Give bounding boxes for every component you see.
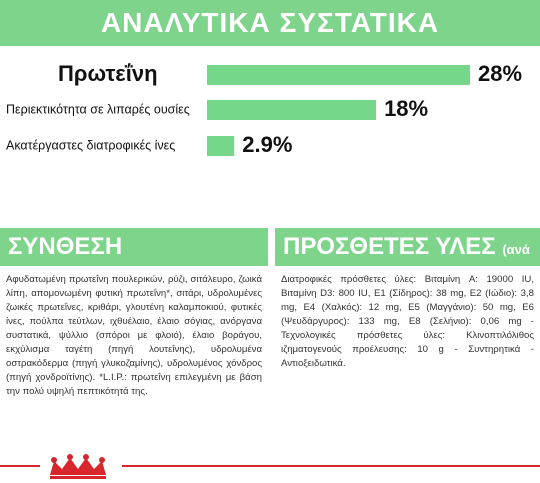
composition-box: ΣΥΝΘΕΣΗ Αφυδατωμένη πρωτεΐνη πουλερικών,… bbox=[0, 228, 268, 454]
bar bbox=[207, 136, 235, 156]
additives-header: ΠΡΟΣΘΕΤΕΣ ΥΛΕΣ (ανά kg) bbox=[275, 228, 540, 298]
additives-box: ΠΡΟΣΘΕΤΕΣ ΥΛΕΣ (ανά kg) Διατροφικές πρόσ… bbox=[275, 228, 540, 454]
value-label: 2.9% bbox=[242, 132, 292, 157]
value-label: 28% bbox=[478, 61, 522, 86]
additives-unit: (ανά kg) bbox=[283, 242, 530, 298]
additives-text: Διατροφικές πρόσθετες ύλες: Βιταμίνη A: … bbox=[281, 274, 534, 369]
value-label: 18% bbox=[384, 96, 428, 121]
additives-title: ΠΡΟΣΘΕΤΕΣ ΥΛΕΣ bbox=[283, 233, 496, 260]
footer bbox=[0, 454, 540, 479]
bar bbox=[207, 100, 377, 120]
composition-title: ΣΥΝΘΕΣΗ bbox=[8, 233, 123, 260]
composition-header: ΣΥΝΘΕΣΗ bbox=[0, 228, 268, 266]
title-band: ΑΝΑΛΥΤΙΚΑ ΣΥΣΤΑΤΙΚΑ bbox=[0, 0, 540, 46]
category-label: Ακατέργαστες διατροφικές ίνες bbox=[6, 138, 175, 152]
category-label: Περιεκτικότητα σε λιπαρές ουσίες bbox=[6, 102, 190, 116]
title: ΑΝΑΛΥΤΙΚΑ ΣΥΣΤΑΤΙΚΑ bbox=[100, 7, 440, 38]
composition-text: Αφυδατωμένη πρωτεΐνη πουλερικών, ρύζι, σ… bbox=[6, 274, 262, 397]
logo bbox=[50, 454, 106, 479]
chart: Πρωτεΐνη 28% Περιεκτικότητα σε λιπαρές ουσ… bbox=[6, 61, 522, 157]
bar bbox=[207, 65, 470, 85]
category-label: Πρωτεΐνη bbox=[58, 61, 158, 86]
